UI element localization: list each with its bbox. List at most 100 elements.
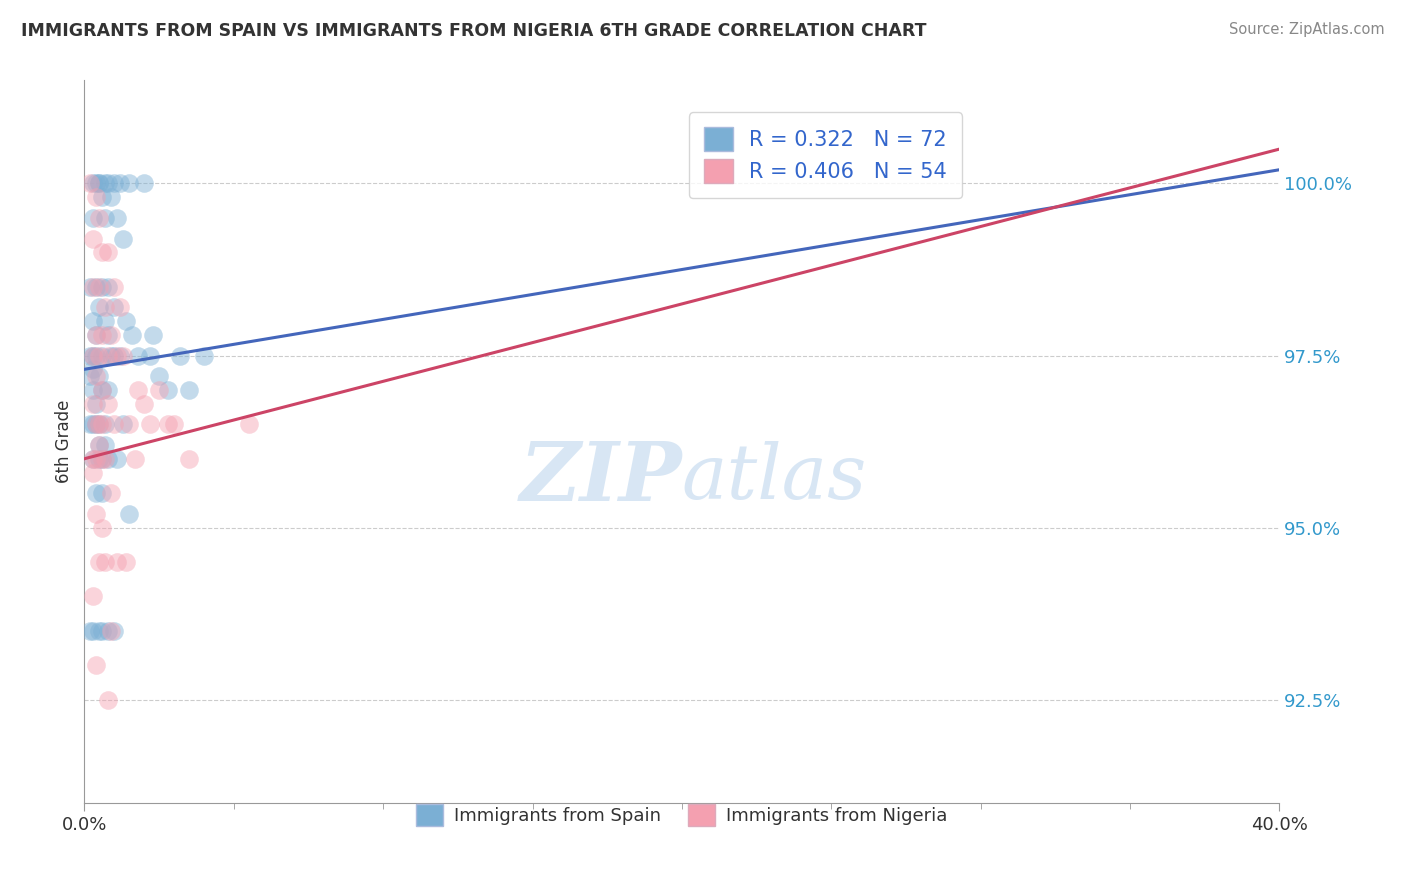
Point [94, 555, 117, 569]
Point [100, 624, 122, 638]
Point [124, 451, 146, 466]
Point [82, 590, 104, 604]
Point [94, 451, 117, 466]
Point [148, 369, 170, 384]
Point [103, 417, 125, 432]
Point [82, 211, 104, 225]
Point [89, 438, 111, 452]
Point [118, 417, 141, 432]
Point [82, 417, 104, 432]
Point [82, 231, 104, 245]
Point [103, 177, 125, 191]
Y-axis label: 6th Grade: 6th Grade [55, 400, 73, 483]
Point [82, 177, 104, 191]
Point [118, 177, 141, 191]
Point [89, 417, 111, 432]
Point [142, 327, 165, 342]
Point [139, 417, 162, 432]
Point [86, 397, 108, 411]
Text: IMMIGRANTS FROM SPAIN VS IMMIGRANTS FROM NIGERIA 6TH GRADE CORRELATION CHART: IMMIGRANTS FROM SPAIN VS IMMIGRANTS FROM… [21, 22, 927, 40]
Point [79, 177, 101, 191]
Point [110, 301, 132, 315]
Point [121, 327, 143, 342]
Point [132, 177, 156, 191]
Point [89, 301, 111, 315]
Point [193, 349, 215, 363]
Point [105, 451, 128, 466]
Point [82, 314, 104, 328]
Point [91, 349, 114, 363]
Point [103, 349, 125, 363]
Point [177, 451, 200, 466]
Point [103, 624, 125, 638]
Point [91, 451, 114, 466]
Point [91, 383, 114, 397]
Point [110, 349, 132, 363]
Point [86, 190, 108, 204]
Point [86, 507, 108, 521]
Point [86, 486, 108, 500]
Point [86, 327, 108, 342]
Point [91, 327, 114, 342]
Point [82, 279, 104, 293]
Point [103, 279, 125, 293]
Point [82, 451, 104, 466]
Point [94, 438, 117, 452]
Point [89, 369, 111, 384]
Point [94, 177, 117, 191]
Point [115, 314, 138, 328]
Point [86, 417, 108, 432]
Point [94, 301, 117, 315]
Point [79, 417, 101, 432]
Point [89, 555, 111, 569]
Point [86, 279, 108, 293]
Point [91, 520, 114, 534]
Point [97, 451, 120, 466]
Point [79, 349, 101, 363]
Point [110, 177, 132, 191]
Point [89, 451, 111, 466]
Point [91, 486, 114, 500]
Point [82, 451, 104, 466]
Point [97, 279, 120, 293]
Point [91, 417, 114, 432]
Point [100, 190, 122, 204]
Point [94, 211, 117, 225]
Text: Source: ZipAtlas.com: Source: ZipAtlas.com [1229, 22, 1385, 37]
Point [91, 245, 114, 260]
Point [86, 451, 108, 466]
Point [89, 624, 111, 638]
Point [97, 245, 120, 260]
Point [112, 349, 135, 363]
Point [86, 658, 108, 673]
Point [82, 624, 104, 638]
Point [163, 417, 186, 432]
Point [103, 301, 125, 315]
Point [97, 177, 120, 191]
Point [132, 397, 156, 411]
Point [86, 349, 108, 363]
Point [82, 349, 104, 363]
Point [94, 417, 117, 432]
Point [115, 555, 138, 569]
Point [105, 349, 128, 363]
Point [97, 397, 120, 411]
Point [91, 279, 114, 293]
Point [100, 486, 122, 500]
Point [86, 369, 108, 384]
Point [82, 397, 104, 411]
Point [100, 327, 122, 342]
Point [91, 624, 114, 638]
Point [97, 383, 120, 397]
Point [82, 349, 104, 363]
Point [91, 190, 114, 204]
Point [82, 383, 104, 397]
Point [238, 417, 260, 432]
Point [105, 555, 128, 569]
Point [157, 383, 180, 397]
Text: ZIP: ZIP [519, 438, 682, 517]
Point [91, 451, 114, 466]
Point [89, 279, 111, 293]
Point [79, 279, 101, 293]
Point [86, 417, 108, 432]
